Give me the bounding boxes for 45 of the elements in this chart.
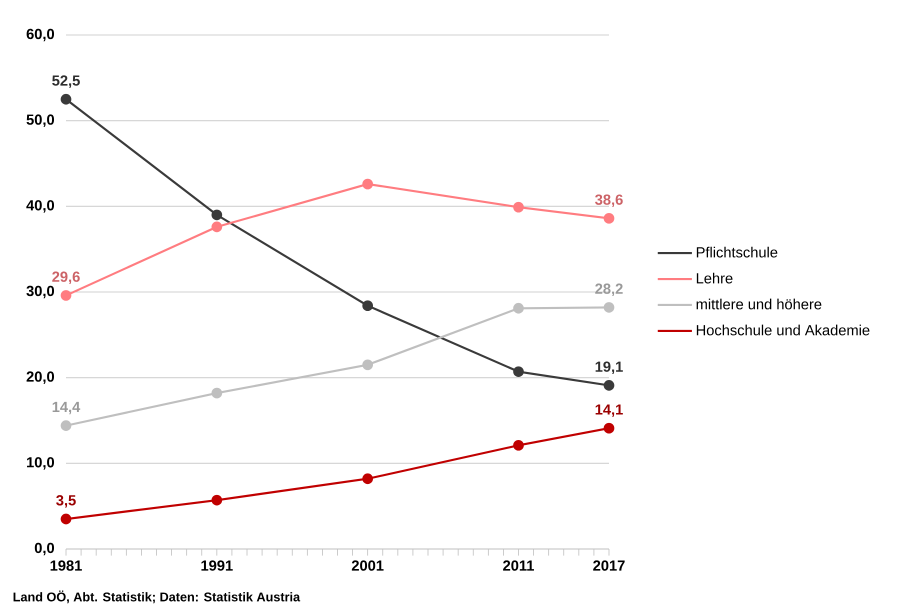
y-tick-label: 20,0 [26,371,54,384]
point [212,210,222,220]
point [212,494,222,506]
point [60,420,72,431]
point [513,366,524,377]
y-tick-label: 50,0 [26,114,54,127]
data-label: 19,1 [596,361,623,374]
y-tick-label: 60,0 [26,28,54,42]
x-tick-label: 2017 [593,560,625,571]
point [604,302,614,313]
y-tick-label: 0,0 [34,542,54,556]
point [212,222,222,232]
data-label: 3,5 [56,495,76,508]
point [604,380,614,391]
data-label: 38,6 [595,194,623,207]
y-tick-label: 30,0 [26,286,54,298]
legend-label: mittlere und höhere [696,298,822,310]
data-label: 14,4 [52,402,80,414]
point [513,202,524,213]
point [60,94,72,105]
legend-label: Pflichtschule [696,246,778,258]
data-label: 29,6 [52,272,80,284]
point [212,388,222,398]
point [604,212,614,224]
point [513,302,524,314]
y-tick-label: 40,0 [26,200,54,213]
x-tick-label: 1981 [50,560,82,571]
x-tick-label: 1991 [201,560,233,571]
text: Land OÖ, Abt. Statistik; Daten: Statistik Austria [14,590,300,604]
point [513,440,524,451]
x-tick-label: 2011 [503,560,534,571]
point [362,178,374,190]
y-tick-label: 10,0 [27,457,54,470]
data-label: 28,2 [595,284,623,296]
legend-label: Hochschule und Akademie [696,324,870,336]
point [60,514,72,524]
point [362,473,374,484]
data-label: 52,5 [52,75,80,88]
point [362,300,374,312]
x-tick-label: 2001 [352,560,384,571]
point [60,290,72,301]
data-label: 14,1 [596,404,623,417]
point [604,422,614,434]
point [362,359,374,370]
legend-label: Lehre [696,272,732,284]
